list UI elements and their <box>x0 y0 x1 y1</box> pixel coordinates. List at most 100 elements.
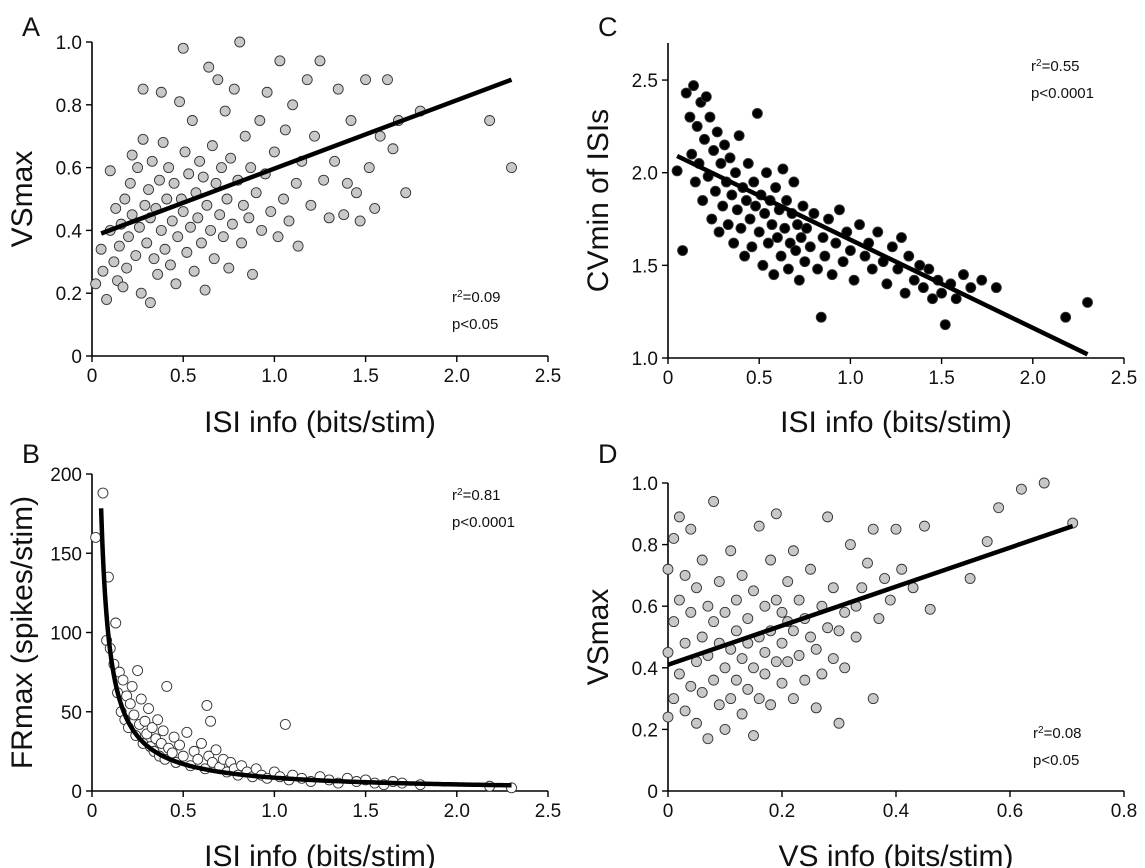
data-point <box>765 699 777 711</box>
data-point <box>725 693 737 705</box>
data-point <box>97 265 109 277</box>
data-point <box>859 250 871 262</box>
data-point <box>680 87 692 99</box>
data-point <box>908 274 920 286</box>
data-point <box>834 204 845 216</box>
panel-letter: D <box>598 439 618 469</box>
data-point <box>287 99 299 111</box>
data-point <box>924 603 936 615</box>
data-point <box>696 554 708 566</box>
data-point <box>742 157 754 169</box>
x-axis-label: ISI info (bits/stim) <box>204 840 436 868</box>
data-point <box>341 177 353 189</box>
y-tick-label: 0.4 <box>56 221 83 242</box>
data-point <box>742 683 754 695</box>
data-point <box>833 625 845 637</box>
p-value-label: p<0.0001 <box>1031 85 1094 102</box>
p-value-label: p<0.0001 <box>452 514 515 531</box>
data-point <box>166 215 178 227</box>
y-tick-label: 0.6 <box>56 159 82 180</box>
data-point <box>748 585 759 597</box>
data-point <box>192 753 204 765</box>
data-point <box>146 155 158 167</box>
data-point <box>762 237 774 249</box>
data-point <box>164 259 176 271</box>
data-point <box>170 278 182 290</box>
data-point <box>133 221 145 233</box>
data-point <box>108 256 120 268</box>
data-point <box>919 520 930 532</box>
data-point <box>152 714 164 726</box>
data-point <box>673 594 685 606</box>
data-point <box>329 155 341 167</box>
data-point <box>113 240 125 252</box>
data-point <box>886 241 898 253</box>
data-point <box>332 83 344 95</box>
data-point <box>867 523 879 535</box>
data-point <box>839 662 851 674</box>
data-point <box>210 744 222 756</box>
data-point <box>788 176 800 188</box>
data-point <box>761 167 772 179</box>
data-point <box>822 511 834 523</box>
data-point <box>208 253 220 265</box>
r-exponent: 2 <box>457 487 463 498</box>
data-point <box>939 319 951 331</box>
data-point <box>679 637 691 649</box>
y-tick-label: 0.6 <box>632 597 658 618</box>
y-tick-label: 0.4 <box>632 659 659 680</box>
data-point <box>777 163 789 175</box>
data-point <box>696 686 708 698</box>
data-point <box>805 563 816 575</box>
data-point <box>139 715 151 727</box>
data-point <box>873 613 885 624</box>
data-point <box>725 545 737 557</box>
r-exponent: 2 <box>1038 725 1044 736</box>
data-point <box>90 531 102 543</box>
data-point <box>736 708 748 720</box>
y-axis-label: VSmax <box>582 589 615 686</box>
p-value-label: p<0.05 <box>1033 752 1079 769</box>
scatter-points <box>671 80 1093 331</box>
scatter-points <box>662 477 1079 745</box>
data-point <box>903 250 915 262</box>
data-point <box>708 145 720 156</box>
data-point <box>730 625 742 637</box>
data-point <box>981 536 993 547</box>
data-point <box>896 232 907 244</box>
data-point <box>124 177 136 189</box>
data-point <box>261 86 273 98</box>
data-point <box>740 195 752 206</box>
data-point <box>159 243 171 255</box>
y-tick-label: 0 <box>71 347 82 368</box>
data-point <box>719 139 730 151</box>
scatter-points <box>90 36 517 309</box>
data-point <box>790 245 802 256</box>
data-point <box>117 281 129 293</box>
data-point <box>862 557 873 569</box>
data-point <box>782 263 794 275</box>
data-point <box>677 245 689 256</box>
data-point <box>753 693 765 705</box>
data-point <box>206 140 218 152</box>
data-point <box>702 600 714 612</box>
data-point <box>719 662 731 674</box>
data-point <box>746 241 758 253</box>
data-point <box>369 202 381 214</box>
data-point <box>689 176 701 188</box>
data-point <box>228 83 240 95</box>
data-point <box>976 274 988 286</box>
data-point <box>323 212 335 224</box>
data-point <box>117 674 129 686</box>
data-point <box>195 237 207 249</box>
data-point <box>161 193 173 205</box>
data-point <box>139 199 151 211</box>
data-point <box>157 137 169 148</box>
data-point <box>188 265 200 277</box>
data-point <box>194 155 206 167</box>
data-point <box>203 61 215 73</box>
data-point <box>706 213 718 225</box>
data-point <box>817 232 829 244</box>
panel-b: B 0 0.5 1.0 1.5 2.0 2.5 0 50 100 150 200 ISI info (b… <box>6 439 561 868</box>
data-point <box>121 262 133 274</box>
